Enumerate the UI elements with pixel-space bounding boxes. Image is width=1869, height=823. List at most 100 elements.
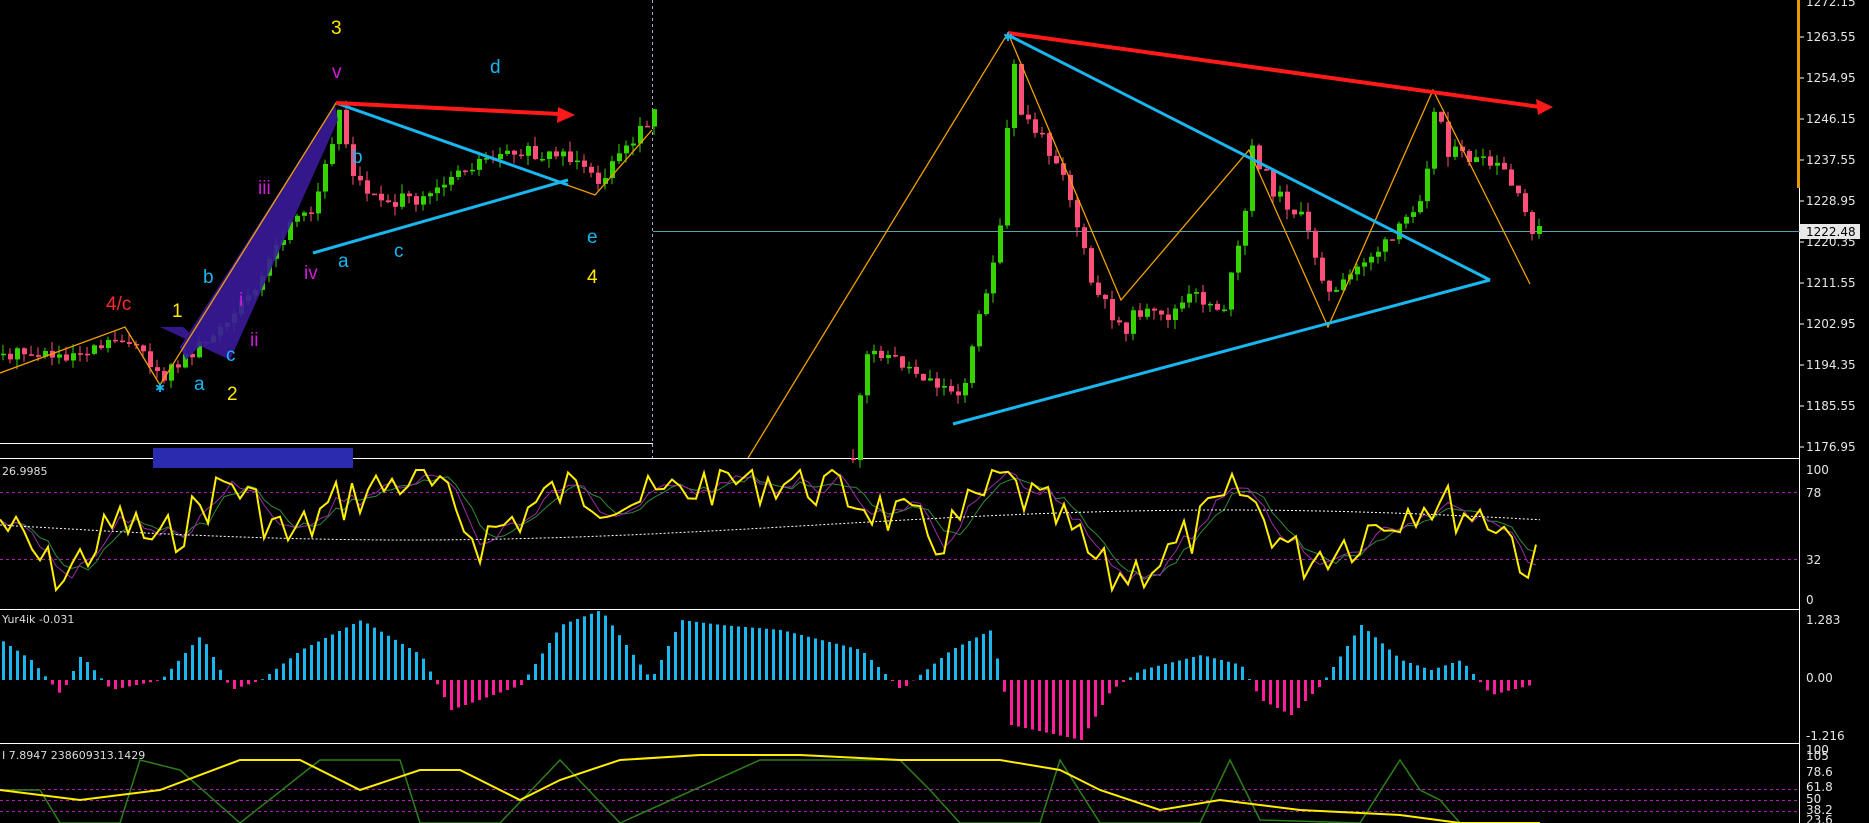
- wave-label-4: 4: [587, 267, 598, 288]
- histogram-bar-up: [730, 625, 733, 680]
- candle-bear: [344, 109, 349, 145]
- inset-scroll-thumb[interactable]: [153, 448, 353, 468]
- histogram-bar-down: [58, 680, 61, 693]
- histogram-bar-up: [618, 635, 621, 680]
- candle-bear: [645, 125, 650, 128]
- histogram-bar-up: [625, 645, 628, 680]
- candle-bull: [1418, 201, 1423, 213]
- histogram-bar-up: [387, 635, 390, 680]
- osc3-axis-105: 105: [1806, 749, 1829, 763]
- histogram-bar-up: [562, 624, 565, 680]
- wave-label-iii: iii: [258, 178, 271, 199]
- histogram-bar-up: [1465, 665, 1468, 680]
- histogram-bar-up: [821, 640, 824, 680]
- candle-bull: [1432, 111, 1437, 169]
- candle-bear: [1068, 174, 1073, 201]
- histogram-bar-up: [1437, 667, 1440, 680]
- candle-bear: [1530, 212, 1535, 234]
- histogram-bar-up: [604, 615, 607, 680]
- histogram-bar-up: [1367, 631, 1370, 680]
- price-label: 1211.55: [1806, 276, 1856, 290]
- histogram-bar-up: [303, 648, 306, 680]
- oscillator-2-panel[interactable]: Yur4ik -0.031 1.283 0.00 -1.216: [1, 611, 1845, 743]
- histogram-bar-up: [1332, 667, 1335, 680]
- osc1-signal-purple: [0, 470, 1537, 584]
- wave-label-3: 3: [331, 18, 342, 39]
- histogram-bar-up: [415, 652, 418, 680]
- left-arrow-head-red: [557, 107, 575, 123]
- histogram-bar-up: [1143, 669, 1146, 680]
- histogram-bar-up: [219, 669, 222, 680]
- histogram-bar-up: [723, 625, 726, 680]
- histogram-bar-up: [163, 676, 166, 680]
- price-label: 1202.95: [1806, 317, 1856, 331]
- candle-bear: [1502, 162, 1507, 170]
- histogram-bar-up: [744, 627, 747, 680]
- histogram-bar-down: [464, 680, 467, 705]
- candle-bull: [526, 145, 531, 156]
- candle-bull: [575, 160, 580, 163]
- candle-bull: [907, 366, 912, 369]
- histogram-bar-up: [870, 660, 873, 680]
- oscillator-1-panel[interactable]: 26.9985 100 78 32 0: [0, 463, 1829, 607]
- histogram-bar-up: [331, 634, 334, 680]
- histogram-bar-down: [65, 680, 68, 685]
- candle-bear: [1138, 310, 1143, 317]
- histogram-bar-down: [1500, 680, 1503, 693]
- candle-bear: [85, 353, 90, 356]
- candle-bear: [1390, 239, 1395, 241]
- histogram-bar-up: [1220, 660, 1223, 680]
- osc3-axis-100: 100: [1806, 743, 1829, 757]
- candle-bull: [337, 109, 342, 145]
- price-label: 1263.55: [1806, 30, 1856, 44]
- candle-bear: [1320, 257, 1325, 281]
- histogram-bar-down: [240, 680, 243, 687]
- histogram-bar-up: [639, 664, 642, 680]
- histogram-bar-up: [100, 678, 103, 680]
- histogram-bar-up: [212, 657, 215, 680]
- candle-bear: [1075, 200, 1080, 228]
- histogram-bar-up: [646, 674, 649, 680]
- histogram-bar-up: [681, 620, 684, 680]
- candle-bear: [190, 353, 195, 358]
- histogram-bar-down: [1255, 680, 1258, 692]
- histogram-bar-up: [709, 623, 712, 680]
- oscillator-3-panel[interactable]: I 7.8947 238609313.1429 100 105 78.6 61.…: [0, 743, 1833, 823]
- histogram-bar-up: [275, 668, 278, 680]
- histogram-bar-up: [1423, 667, 1426, 680]
- candle-bull: [610, 161, 615, 179]
- histogram-bar-up: [632, 654, 635, 680]
- left-upper-trendline: [335, 101, 569, 187]
- histogram-bar-up: [835, 643, 838, 680]
- histogram-bar-up: [583, 616, 586, 680]
- histogram-bar-down: [1066, 680, 1069, 737]
- candle-bull: [281, 239, 286, 245]
- candle-bull: [1299, 211, 1304, 215]
- candle-bull: [547, 151, 552, 159]
- histogram-bar-up: [702, 622, 705, 680]
- candle-bull: [928, 378, 933, 381]
- histogram-bar-up: [793, 633, 796, 680]
- wave-label-b-lower: b: [203, 267, 214, 288]
- candle-bull: [872, 350, 877, 355]
- histogram-bar-down: [51, 680, 54, 685]
- candle-bear: [29, 354, 34, 356]
- candle-bull: [1397, 223, 1402, 240]
- candle-bear: [127, 342, 132, 344]
- wave-label-ii: ii: [250, 330, 258, 351]
- candle-bull: [1411, 212, 1416, 217]
- candle-bull: [998, 225, 1003, 263]
- histogram-bar-up: [1325, 677, 1328, 680]
- histogram-bar-up: [1248, 679, 1251, 680]
- osc3-axis-236: 23.6: [1806, 813, 1833, 823]
- histogram-bar-up: [37, 668, 40, 680]
- histogram-bar-up: [1346, 646, 1349, 680]
- wave-label-c-upper: c: [394, 241, 404, 262]
- histogram-bar-down: [1122, 680, 1125, 682]
- candle-bull: [886, 355, 891, 359]
- histogram-bar-up: [961, 644, 964, 680]
- histogram-bar-up: [1360, 625, 1363, 680]
- candle-bear: [141, 345, 146, 352]
- histogram-bar-down: [107, 680, 110, 687]
